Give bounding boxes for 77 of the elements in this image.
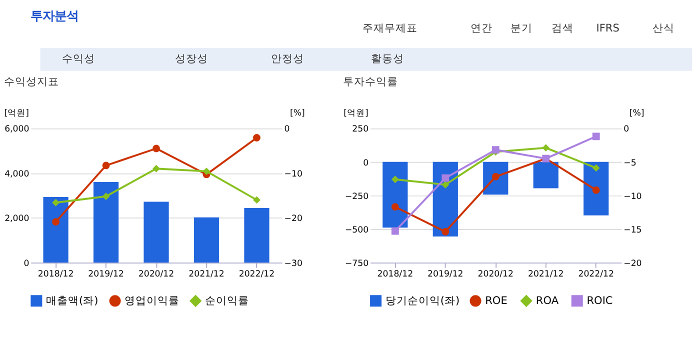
legend-label: 매출액(좌) <box>46 294 98 307</box>
bar <box>43 197 68 263</box>
x-tick-label: 2018/12 <box>38 269 74 280</box>
y-tick-label: −750 <box>344 258 369 269</box>
y-axis-title: [억원] <box>4 108 30 118</box>
y-tick-label: 4,000 <box>4 169 30 180</box>
point <box>542 144 550 152</box>
point <box>442 228 450 236</box>
y2-tick-label: −20 <box>284 214 302 224</box>
text: 안정성 <box>271 53 304 66</box>
x-tick-label: 2022/12 <box>238 269 275 280</box>
y-tick-label: 2,000 <box>4 214 30 224</box>
x-tick-label: 2018/12 <box>377 269 414 280</box>
x-tick-label: 2019/12 <box>88 269 124 280</box>
y2-tick-label: 0 <box>284 124 290 135</box>
x-tick-label: 2020/12 <box>138 269 174 280</box>
x-tick-label: 2021/12 <box>188 269 224 280</box>
chart-title: 투자수익률 <box>343 76 398 88</box>
y2-axis-title: [%] <box>290 108 305 118</box>
legend-label: 순이익률 <box>205 294 250 307</box>
point <box>102 192 110 200</box>
point <box>253 196 260 204</box>
chart-title: 수익성지표 <box>4 76 59 88</box>
x-tick-label: 2020/12 <box>478 269 514 280</box>
point <box>391 176 399 184</box>
text: 연간 <box>470 22 492 35</box>
y-tick-label: 250 <box>352 124 369 135</box>
legend-label: ROE <box>485 294 508 307</box>
text: 활동성 <box>370 53 404 66</box>
text: 수익성 <box>62 53 96 66</box>
text: IFRS <box>596 22 620 35</box>
legend-label: ROA <box>536 294 560 307</box>
x-tick-label: 2022/12 <box>578 269 614 280</box>
point <box>492 172 500 180</box>
point <box>202 168 210 176</box>
point <box>152 144 160 152</box>
bar <box>93 182 119 263</box>
point <box>152 164 160 172</box>
legend-label: ROIC <box>586 294 613 307</box>
point <box>442 174 450 182</box>
y2-tick-label: −10 <box>624 192 642 202</box>
point <box>253 134 260 142</box>
y2-tick-label: −5 <box>624 158 636 168</box>
text: 검색 <box>552 22 574 35</box>
text: 산식 <box>652 22 674 35</box>
y2-tick-label: −30 <box>284 258 302 269</box>
point <box>592 186 600 194</box>
y2-tick-label: −20 <box>624 258 642 269</box>
y-tick-label: 6,000 <box>4 124 30 135</box>
point <box>391 203 399 211</box>
point <box>391 227 399 235</box>
y-tick-label: 0 <box>24 258 30 269</box>
point <box>52 218 60 226</box>
text: 주재무제표 <box>362 22 418 35</box>
y2-tick-label: 0 <box>624 124 630 135</box>
point <box>592 132 600 140</box>
y2-tick-label: −10 <box>284 169 302 180</box>
point <box>592 164 600 172</box>
point <box>102 162 110 170</box>
legend-label: 당기순이익(좌) <box>385 294 460 307</box>
y-axis-title: [억원] <box>344 108 368 118</box>
y2-axis-title: [%] <box>629 108 644 118</box>
legend-label: 영업이익률 <box>124 294 180 307</box>
bar <box>194 217 220 263</box>
y-tick-label: 0 <box>363 158 369 168</box>
y-tick-label: −500 <box>344 225 369 236</box>
x-tick-label: 2021/12 <box>528 269 564 280</box>
point <box>52 198 60 206</box>
bar <box>244 208 270 263</box>
y2-tick-label: −15 <box>624 225 642 236</box>
point <box>442 181 450 188</box>
text: 투자분석 <box>30 8 79 24</box>
y-tick-label: −250 <box>344 192 369 202</box>
bar <box>144 202 169 263</box>
text: 분기 <box>510 22 533 35</box>
x-tick-label: 2019/12 <box>428 269 464 280</box>
text: 성장성 <box>175 53 208 66</box>
